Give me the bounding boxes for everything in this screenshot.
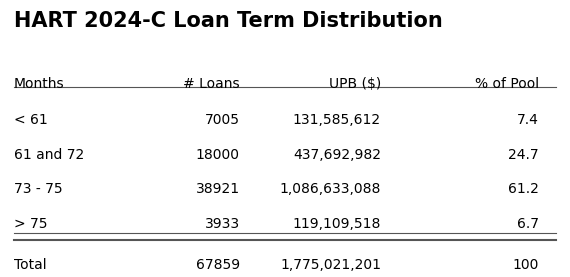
Text: 100: 100: [512, 258, 539, 272]
Text: 437,692,982: 437,692,982: [293, 148, 381, 162]
Text: 3933: 3933: [205, 217, 240, 231]
Text: 61.2: 61.2: [508, 182, 539, 196]
Text: > 75: > 75: [14, 217, 47, 231]
Text: 67859: 67859: [196, 258, 240, 272]
Text: 119,109,518: 119,109,518: [292, 217, 381, 231]
Text: HART 2024-C Loan Term Distribution: HART 2024-C Loan Term Distribution: [14, 11, 443, 31]
Text: 6.7: 6.7: [517, 217, 539, 231]
Text: 61 and 72: 61 and 72: [14, 148, 84, 162]
Text: Months: Months: [14, 77, 64, 91]
Text: < 61: < 61: [14, 113, 48, 127]
Text: 24.7: 24.7: [508, 148, 539, 162]
Text: % of Pool: % of Pool: [475, 77, 539, 91]
Text: 1,086,633,088: 1,086,633,088: [279, 182, 381, 196]
Text: 7005: 7005: [205, 113, 240, 127]
Text: 131,585,612: 131,585,612: [293, 113, 381, 127]
Text: 18000: 18000: [196, 148, 240, 162]
Text: 1,775,021,201: 1,775,021,201: [280, 258, 381, 272]
Text: 38921: 38921: [196, 182, 240, 196]
Text: # Loans: # Loans: [183, 77, 240, 91]
Text: UPB ($): UPB ($): [329, 77, 381, 91]
Text: 73 - 75: 73 - 75: [14, 182, 63, 196]
Text: Total: Total: [14, 258, 47, 272]
Text: 7.4: 7.4: [517, 113, 539, 127]
